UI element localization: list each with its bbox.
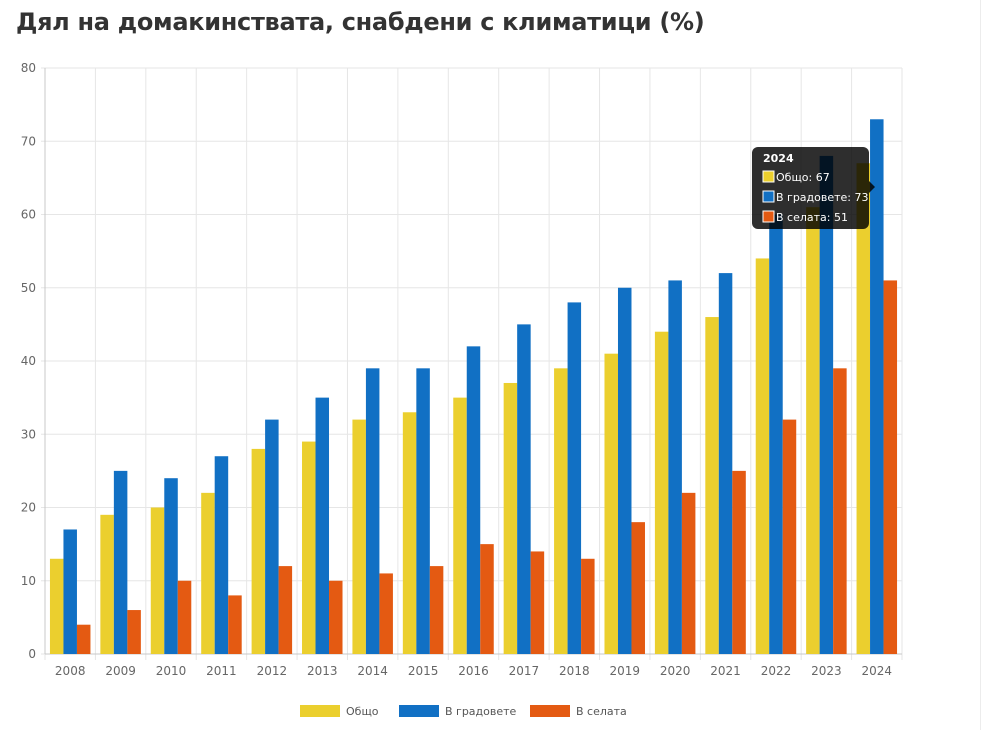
bar-1-2023[interactable] xyxy=(819,155,834,654)
tooltip-caret xyxy=(869,181,875,193)
legend-swatch-2[interactable] xyxy=(530,705,570,717)
bar-2-2024[interactable] xyxy=(883,280,898,654)
bar-2-2023[interactable] xyxy=(833,368,847,654)
bar-2-2016[interactable] xyxy=(480,544,494,654)
tooltip-row-0: Общо: 67 xyxy=(776,171,830,184)
chart-title: Дял на домакинствата, снабдени с климати… xyxy=(16,8,705,36)
bar-2-2010[interactable] xyxy=(177,580,192,654)
bar-2-2021[interactable] xyxy=(732,470,746,654)
x-tick-label: 2022 xyxy=(761,664,792,678)
bar-1-2010[interactable] xyxy=(164,478,178,654)
bar-2-2018[interactable] xyxy=(581,558,595,654)
bar-1-2020[interactable] xyxy=(668,280,682,654)
bar-0-2010[interactable] xyxy=(150,507,165,655)
x-tick-label: 2018 xyxy=(559,664,590,678)
bar-1-2019[interactable] xyxy=(617,287,632,654)
bar-0-2008[interactable] xyxy=(49,558,64,654)
bar-2-2009[interactable] xyxy=(127,610,141,654)
x-tick-label: 2021 xyxy=(710,664,741,678)
bar-1-2017[interactable] xyxy=(517,324,531,654)
y-tick-label: 10 xyxy=(21,574,36,588)
bar-2-2022[interactable] xyxy=(782,419,797,654)
tooltip-swatch-0 xyxy=(762,170,775,183)
bar-1-2016[interactable] xyxy=(466,346,481,654)
legend-label-0[interactable]: Общо xyxy=(346,705,379,718)
bar-0-2019[interactable] xyxy=(604,353,618,654)
y-tick-label: 20 xyxy=(21,501,36,515)
y-tick-label: 40 xyxy=(21,354,36,368)
right-divider xyxy=(980,0,981,730)
bar-0-2009[interactable] xyxy=(100,514,114,654)
x-tick-label: 2008 xyxy=(55,664,86,678)
y-tick-label: 0 xyxy=(28,647,36,661)
bar-0-2021[interactable] xyxy=(705,317,719,654)
bar-0-2016[interactable] xyxy=(453,397,467,654)
bar-2-2012[interactable] xyxy=(278,566,293,654)
x-tick-label: 2011 xyxy=(206,664,237,678)
tick-labels: 0 10 20 30 40 50 60 70 80 2008 2009 2010 2011 2012 201… xyxy=(21,61,892,678)
bar-0-2023[interactable] xyxy=(806,207,820,655)
bar-1-2015[interactable] xyxy=(416,368,430,654)
bar-0-2022[interactable] xyxy=(755,258,770,654)
y-tick-label: 50 xyxy=(21,281,36,295)
bar-0-2014[interactable] xyxy=(352,419,366,654)
bar-1-2011[interactable] xyxy=(214,456,229,654)
bar-1-2022[interactable] xyxy=(769,214,783,655)
x-tick-label: 2023 xyxy=(811,664,842,678)
tooltip-box xyxy=(752,147,869,229)
y-tick-label: 60 xyxy=(21,208,36,222)
y-tick-label: 30 xyxy=(21,427,36,441)
bar-2-2008[interactable] xyxy=(76,624,91,654)
bars[interactable] xyxy=(49,119,898,655)
bar-2-2013[interactable] xyxy=(329,580,343,654)
tooltip-row-2: В селата: 51 xyxy=(776,211,848,224)
bar-1-2024[interactable] xyxy=(870,119,884,654)
legend-swatch-0[interactable] xyxy=(300,705,340,717)
bar-2-2014[interactable] xyxy=(379,573,393,654)
bar-0-2011[interactable] xyxy=(201,492,215,654)
x-tick-label: 2024 xyxy=(862,664,893,678)
legend-label-2[interactable]: В селата xyxy=(576,705,627,718)
bar-1-2018[interactable] xyxy=(567,302,582,654)
bar-2-2020[interactable] xyxy=(681,492,696,654)
tooltip-swatch-1 xyxy=(762,190,775,203)
tooltip: 2024 Общо: 67 В градовете: 73 В селата: 51 xyxy=(752,147,875,229)
x-tick-label: 2019 xyxy=(609,664,640,678)
tooltip-title: 2024 xyxy=(763,152,794,165)
x-tick-label: 2016 xyxy=(458,664,489,678)
bar-1-2014[interactable] xyxy=(365,368,380,654)
x-tick-label: 2014 xyxy=(357,664,388,678)
bar-2-2011[interactable] xyxy=(228,595,242,654)
bar-2-2017[interactable] xyxy=(530,551,545,654)
y-tick-label: 70 xyxy=(21,134,36,148)
bar-0-2017[interactable] xyxy=(503,382,518,654)
bar-2-2019[interactable] xyxy=(631,522,645,654)
bar-0-2024[interactable] xyxy=(856,163,871,654)
x-tick-label: 2010 xyxy=(156,664,187,678)
bar-0-2020[interactable] xyxy=(654,331,669,654)
x-tick-label: 2017 xyxy=(509,664,540,678)
bar-1-2012[interactable] xyxy=(265,419,279,654)
bar-1-2009[interactable] xyxy=(113,470,128,654)
bar-2-2015[interactable] xyxy=(429,566,444,654)
bar-0-2015[interactable] xyxy=(402,412,417,654)
x-tick-label: 2013 xyxy=(307,664,338,678)
x-tick-label: 2020 xyxy=(660,664,691,678)
bar-0-2012[interactable] xyxy=(251,448,266,654)
legend-label-1[interactable]: В градовете xyxy=(445,705,517,718)
legend[interactable]: Общо В градовете В селата xyxy=(300,705,627,718)
x-tick-label: 2009 xyxy=(105,664,136,678)
x-tick-label: 2012 xyxy=(257,664,288,678)
tooltip-swatch-2 xyxy=(762,210,775,223)
bar-0-2013[interactable] xyxy=(302,441,316,654)
x-tick-label: 2015 xyxy=(408,664,439,678)
legend-swatch-1[interactable] xyxy=(399,705,439,717)
tooltip-row-1: В градовете: 73 xyxy=(776,191,869,204)
bar-0-2018[interactable] xyxy=(554,368,568,654)
bar-1-2008[interactable] xyxy=(63,529,77,654)
bar-1-2013[interactable] xyxy=(315,397,330,654)
bar-1-2021[interactable] xyxy=(718,273,733,654)
y-tick-label: 80 xyxy=(21,61,36,75)
